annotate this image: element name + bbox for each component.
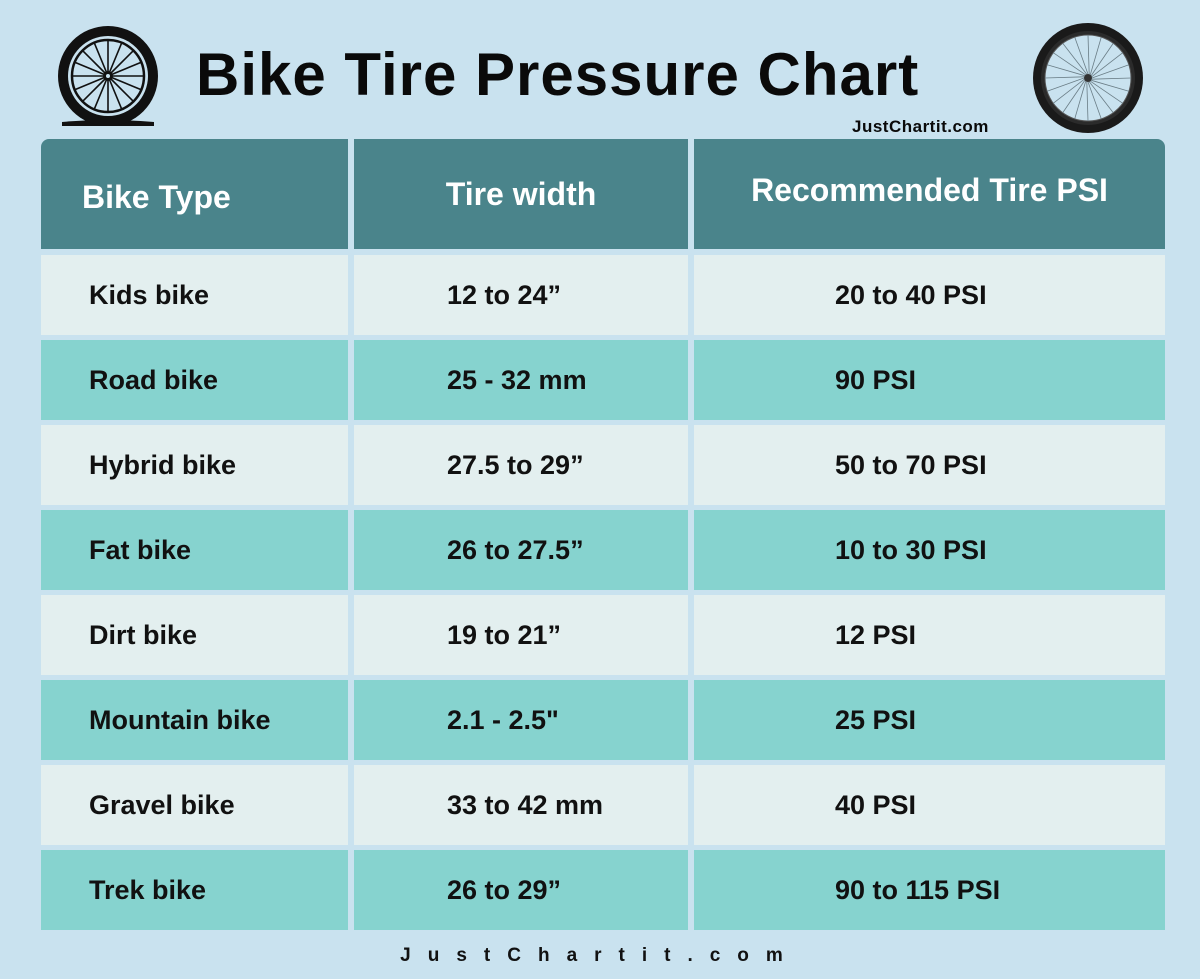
table-cell: 50 to 70 PSI <box>694 425 1165 505</box>
table-cell: Dirt bike <box>41 595 348 675</box>
table-cell: Kids bike <box>41 255 348 335</box>
column-header: Tire width <box>354 139 688 249</box>
chart-title: Bike Tire Pressure Chart <box>196 41 920 108</box>
pressure-table: Bike Type Tire width Recommended Tire PSI K… <box>41 139 1165 936</box>
road-bike-wheel-icon <box>1033 23 1143 133</box>
column-header: Bike Type <box>41 139 348 249</box>
column-header: Recommended Tire PSI <box>694 139 1165 249</box>
table-cell: Mountain bike <box>41 680 348 760</box>
site-watermark-top: JustChartit.com <box>852 117 989 136</box>
table-cell: 12 to 24” <box>354 255 688 335</box>
table-cell: Fat bike <box>41 510 348 590</box>
table-cell: 2.1 - 2.5" <box>354 680 688 760</box>
table-cell: 26 to 27.5” <box>354 510 688 590</box>
table-cell: Gravel bike <box>41 765 348 845</box>
table-cell: 12 PSI <box>694 595 1165 675</box>
table-cell: 90 to 115 PSI <box>694 850 1165 930</box>
table-cell: Hybrid bike <box>41 425 348 505</box>
table-cell: Road bike <box>41 340 348 420</box>
table-cell: 33 to 42 mm <box>354 765 688 845</box>
table-cell: 25 PSI <box>694 680 1165 760</box>
bike-wheel-icon <box>58 26 158 126</box>
table-cell: Trek bike <box>41 850 348 930</box>
table-cell: 19 to 21” <box>354 595 688 675</box>
table-cell: 26 to 29” <box>354 850 688 930</box>
table-cell: 90 PSI <box>694 340 1165 420</box>
table-cell: 10 to 30 PSI <box>694 510 1165 590</box>
table-cell: 27.5 to 29” <box>354 425 688 505</box>
table-cell: 25 - 32 mm <box>354 340 688 420</box>
site-watermark-bottom: JustChartit.com <box>400 945 800 966</box>
table-cell: 40 PSI <box>694 765 1165 845</box>
table-cell: 20 to 40 PSI <box>694 255 1165 335</box>
